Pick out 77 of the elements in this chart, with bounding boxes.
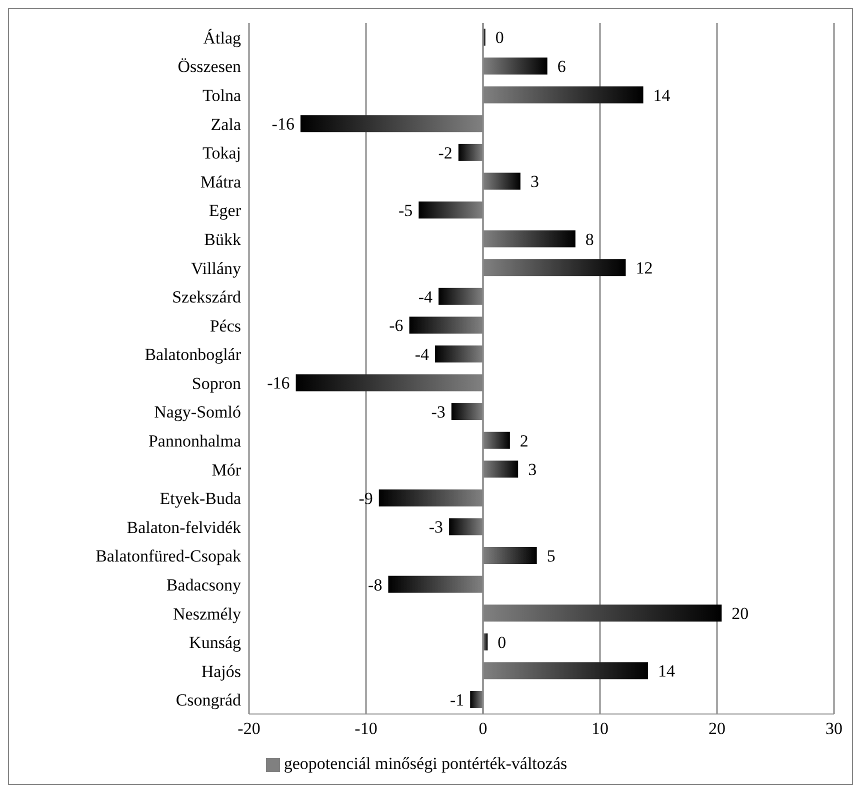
bar xyxy=(483,58,548,75)
data-label: -8 xyxy=(368,575,382,594)
y-tick-label: Csongrád xyxy=(176,690,242,710)
data-label: 14 xyxy=(653,86,671,105)
x-tick-label: 20 xyxy=(708,719,726,738)
y-tick-label: Összesen xyxy=(178,57,242,76)
bar xyxy=(483,230,576,248)
data-label: 3 xyxy=(528,460,537,480)
y-tick-label: Villány xyxy=(191,258,242,278)
data-label: 20 xyxy=(732,604,749,624)
y-tick-label: Mátra xyxy=(200,172,242,192)
data-label: -4 xyxy=(414,344,430,364)
data-label: 12 xyxy=(636,258,653,278)
data-label: -2 xyxy=(438,143,452,162)
data-label: 0 xyxy=(498,632,506,652)
data-label: -3 xyxy=(431,402,446,422)
data-label: -6 xyxy=(389,316,404,336)
bar xyxy=(483,460,518,478)
bar xyxy=(483,259,626,276)
x-tick-label: 0 xyxy=(478,719,488,738)
bar xyxy=(409,316,483,334)
y-tick-label: Mór xyxy=(212,460,242,480)
y-tick-label: Badacsony xyxy=(166,575,242,594)
y-tick-label: Eger xyxy=(208,201,242,220)
bar xyxy=(438,288,483,305)
x-tick-label: 10 xyxy=(592,719,608,738)
data-label: -3 xyxy=(428,518,444,537)
y-tick-label: Nagy-Somló xyxy=(154,402,241,422)
y-tick-label: Balatonboglár xyxy=(144,345,242,364)
bar xyxy=(483,662,648,680)
data-label: 8 xyxy=(585,230,594,249)
bar xyxy=(449,518,483,536)
data-label: -16 xyxy=(272,114,294,134)
x-tick-label: 30 xyxy=(826,719,842,738)
data-label: -1 xyxy=(450,690,464,710)
bar xyxy=(483,432,510,449)
data-label: -5 xyxy=(398,200,413,220)
y-tick-label: Átlag xyxy=(203,28,242,48)
bar xyxy=(483,547,537,564)
bar xyxy=(418,202,483,219)
data-label: -4 xyxy=(418,287,434,306)
bar xyxy=(435,345,483,362)
y-tick-label: Kunság xyxy=(189,633,242,652)
data-label: -9 xyxy=(358,488,373,508)
y-tick-label: Neszmély xyxy=(173,604,242,624)
y-tick-label: Tolna xyxy=(202,86,242,106)
data-label: 3 xyxy=(530,172,539,192)
bar xyxy=(296,374,483,392)
bar xyxy=(451,403,483,420)
x-tick-label: -10 xyxy=(354,719,378,738)
bar xyxy=(483,86,644,104)
y-tick-label: Sopron xyxy=(192,374,242,393)
y-tick-label: Pécs xyxy=(210,316,241,336)
bar xyxy=(378,489,483,506)
data-label: 14 xyxy=(658,662,676,681)
legend-label: geopotenciál minőségi pontérték-változás xyxy=(284,754,568,773)
y-tick-label: Balatonfüred-Csopak xyxy=(96,546,242,566)
bar xyxy=(458,144,483,161)
data-label: 2 xyxy=(520,431,528,450)
y-tick-label: Hajós xyxy=(201,662,241,681)
y-tick-label: Szekszárd xyxy=(172,288,242,307)
y-tick-label: Pannonhalma xyxy=(148,432,242,451)
y-tick-label: Balaton-felvidék xyxy=(126,518,242,537)
x-tick-label: -20 xyxy=(238,719,260,738)
bar xyxy=(470,690,483,708)
data-label: 5 xyxy=(546,546,556,566)
data-label: -16 xyxy=(267,374,290,393)
bar xyxy=(483,604,722,622)
y-tick-label: Tokaj xyxy=(202,144,241,163)
data-label: 6 xyxy=(557,57,566,76)
bar xyxy=(300,115,483,132)
bar xyxy=(388,576,483,593)
y-tick-label: Bükk xyxy=(204,230,242,249)
y-tick-label: Etyek-Buda xyxy=(160,489,242,508)
y-tick-label: Zala xyxy=(210,114,242,134)
bar xyxy=(483,172,520,190)
data-label: 0 xyxy=(495,28,504,48)
